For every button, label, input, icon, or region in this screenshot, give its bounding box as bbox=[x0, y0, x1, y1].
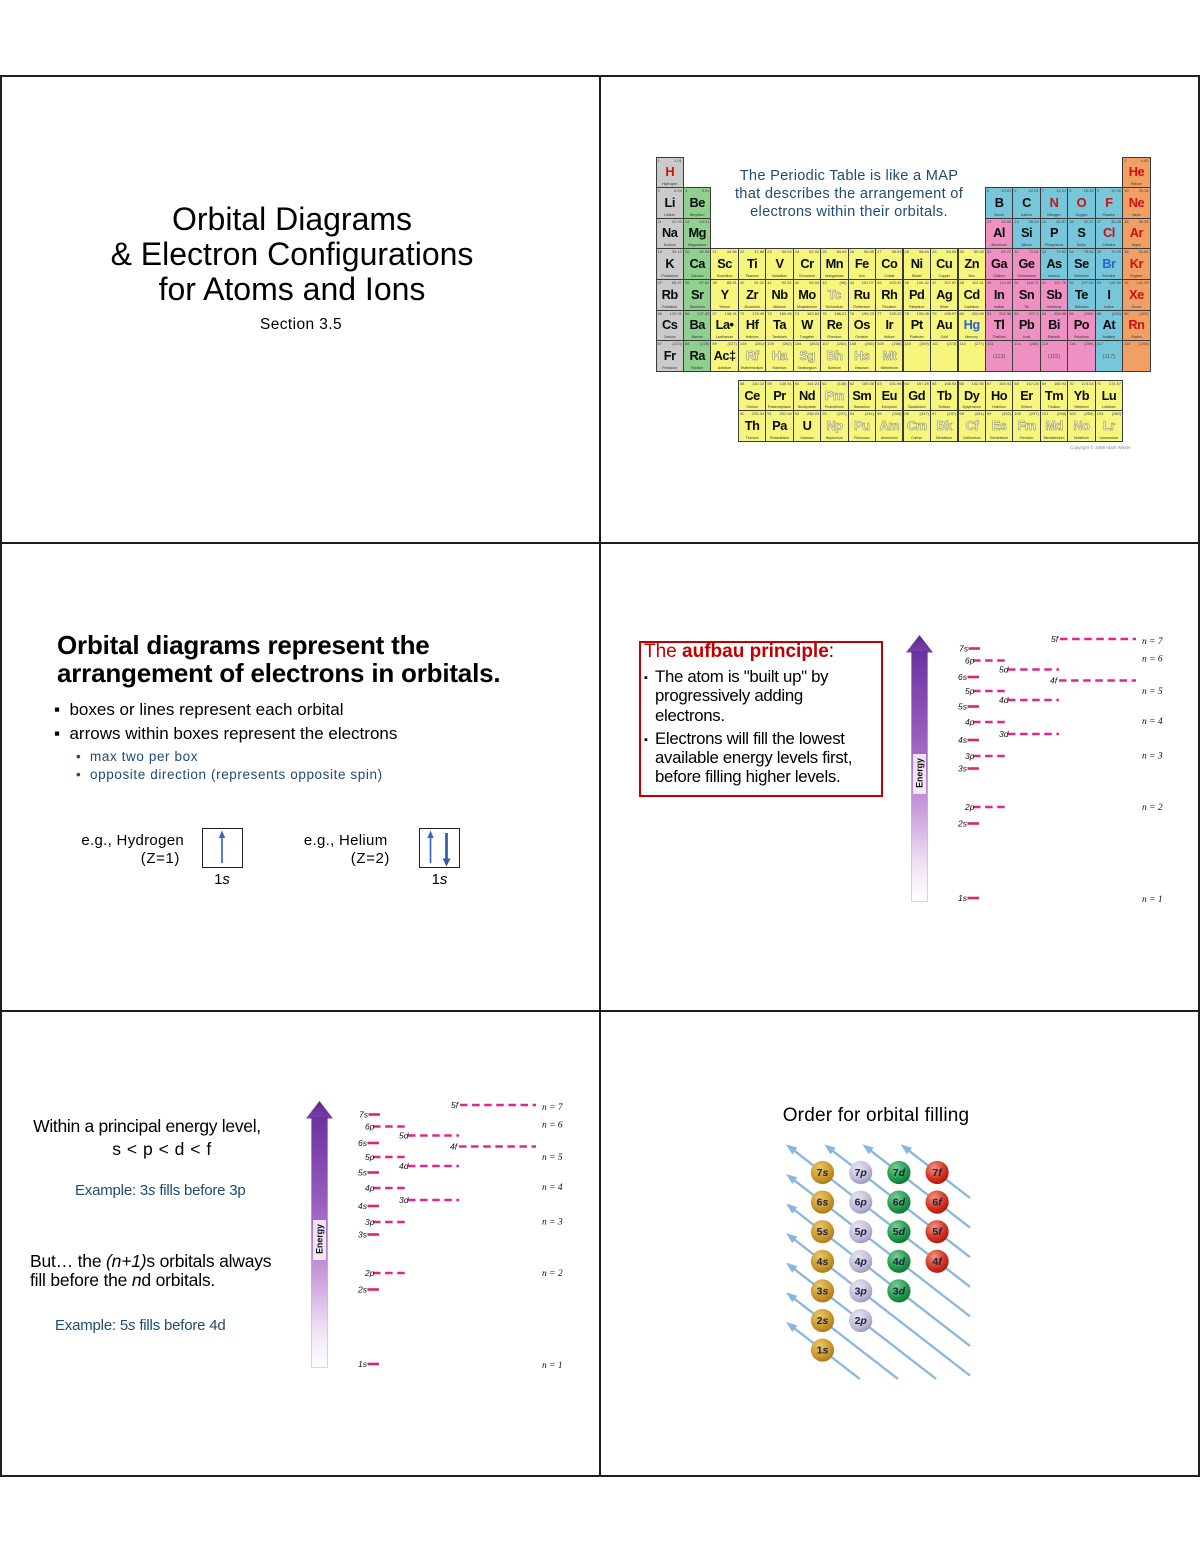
svg-text:3d: 3d bbox=[893, 1285, 906, 1297]
svg-text:5p: 5p bbox=[965, 686, 975, 696]
svg-text:3p: 3p bbox=[965, 751, 975, 761]
svg-text:3d: 3d bbox=[999, 729, 1009, 739]
svg-text:3s: 3s bbox=[817, 1285, 829, 1297]
svg-text:6p: 6p bbox=[855, 1197, 868, 1209]
svg-text:3s: 3s bbox=[958, 763, 968, 773]
svg-text:4p: 4p bbox=[365, 1183, 375, 1193]
svg-text:7s: 7s bbox=[817, 1167, 829, 1179]
svg-text:n = 5: n = 5 bbox=[1142, 687, 1163, 697]
svg-text:4f: 4f bbox=[932, 1256, 943, 1268]
svg-text:5p: 5p bbox=[855, 1226, 868, 1238]
svg-text:2s: 2s bbox=[817, 1315, 829, 1327]
svg-text:5s: 5s bbox=[817, 1226, 829, 1238]
svg-text:7s: 7s bbox=[959, 643, 969, 653]
svg-text:n = 2: n = 2 bbox=[1142, 803, 1163, 813]
svg-text:5d: 5d bbox=[399, 1130, 409, 1140]
svg-text:2p: 2p bbox=[964, 802, 975, 812]
svg-text:6s: 6s bbox=[817, 1197, 829, 1209]
svg-text:4p: 4p bbox=[965, 717, 975, 727]
svg-text:4d: 4d bbox=[999, 695, 1009, 705]
svg-text:n = 3: n = 3 bbox=[1142, 752, 1163, 762]
svg-text:1s: 1s bbox=[817, 1345, 829, 1357]
svg-text:6s: 6s bbox=[958, 672, 968, 682]
svg-text:1s: 1s bbox=[358, 1359, 368, 1369]
svg-text:6f: 6f bbox=[932, 1197, 943, 1209]
svg-text:7s: 7s bbox=[359, 1109, 369, 1119]
svg-text:7f: 7f bbox=[932, 1167, 943, 1179]
svg-text:2s: 2s bbox=[357, 1284, 368, 1294]
svg-text:3p: 3p bbox=[855, 1285, 868, 1297]
svg-text:4s: 4s bbox=[817, 1256, 829, 1268]
svg-text:n = 7: n = 7 bbox=[542, 1103, 564, 1113]
svg-text:6d: 6d bbox=[893, 1197, 906, 1209]
svg-text:6p: 6p bbox=[365, 1121, 375, 1131]
svg-text:4s: 4s bbox=[358, 1201, 368, 1211]
svg-text:3p: 3p bbox=[365, 1217, 375, 1227]
svg-text:2p: 2p bbox=[364, 1268, 375, 1278]
svg-text:3d: 3d bbox=[399, 1195, 409, 1205]
svg-text:Energy: Energy bbox=[915, 758, 925, 788]
svg-text:5s: 5s bbox=[358, 1167, 368, 1177]
svg-text:n = 4: n = 4 bbox=[1142, 717, 1163, 727]
svg-text:n = 2: n = 2 bbox=[542, 1269, 563, 1279]
svg-text:1s: 1s bbox=[958, 893, 968, 903]
svg-text:n = 6: n = 6 bbox=[542, 1121, 563, 1131]
svg-text:4p: 4p bbox=[855, 1256, 868, 1268]
svg-text:7d: 7d bbox=[893, 1167, 906, 1179]
svg-text:6p: 6p bbox=[965, 655, 975, 665]
svg-text:7p: 7p bbox=[855, 1167, 868, 1179]
svg-text:5s: 5s bbox=[958, 701, 968, 711]
svg-text:4s: 4s bbox=[958, 735, 968, 745]
svg-text:6s: 6s bbox=[358, 1138, 368, 1148]
svg-text:n = 6: n = 6 bbox=[1142, 655, 1163, 665]
svg-text:5d: 5d bbox=[999, 664, 1009, 674]
svg-text:5f: 5f bbox=[1051, 634, 1060, 644]
svg-text:5f: 5f bbox=[451, 1100, 460, 1110]
svg-text:4f: 4f bbox=[1050, 675, 1059, 685]
svg-text:2p: 2p bbox=[855, 1315, 868, 1327]
svg-text:n = 4: n = 4 bbox=[542, 1183, 563, 1193]
svg-text:5p: 5p bbox=[365, 1152, 375, 1162]
svg-text:n = 3: n = 3 bbox=[542, 1218, 563, 1228]
svg-text:3s: 3s bbox=[358, 1229, 368, 1239]
svg-text:5d: 5d bbox=[893, 1226, 906, 1238]
svg-text:2s: 2s bbox=[957, 818, 968, 828]
svg-text:n = 7: n = 7 bbox=[1142, 637, 1164, 647]
svg-text:4d: 4d bbox=[399, 1161, 409, 1171]
svg-text:n = 5: n = 5 bbox=[542, 1153, 563, 1163]
svg-text:4f: 4f bbox=[450, 1141, 459, 1151]
svg-text:4d: 4d bbox=[893, 1256, 906, 1268]
svg-text:n = 1: n = 1 bbox=[1142, 895, 1163, 905]
svg-text:n = 1: n = 1 bbox=[542, 1361, 563, 1371]
svg-text:5f: 5f bbox=[932, 1226, 943, 1238]
svg-text:Energy: Energy bbox=[315, 1224, 325, 1254]
